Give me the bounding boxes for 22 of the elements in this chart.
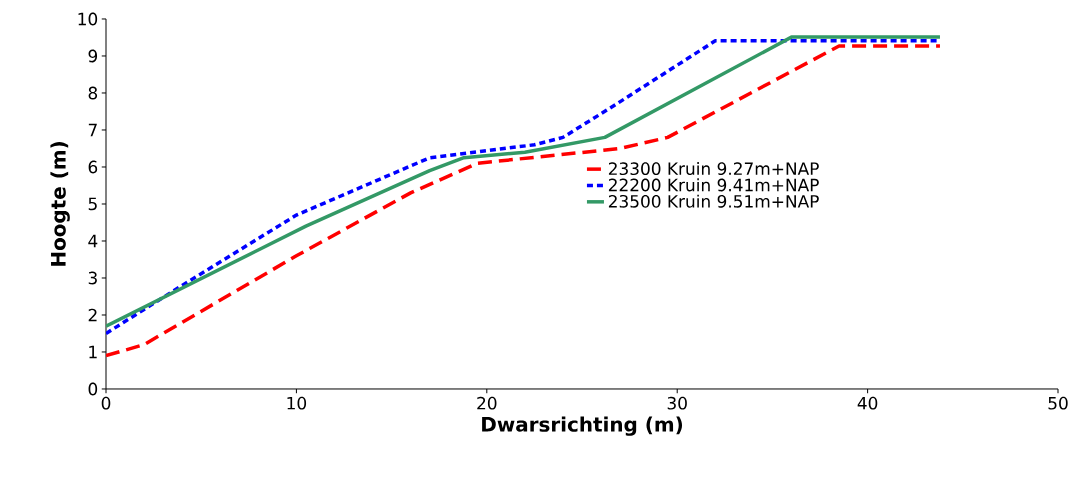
x-tick-label: 30 bbox=[667, 396, 687, 410]
x-tick-label: 0 bbox=[101, 396, 111, 410]
y-tick-label: 0 bbox=[88, 382, 98, 396]
legend-label: 22200 Kruin 9.41m+NAP bbox=[608, 178, 819, 192]
y-tick-label: 8 bbox=[88, 86, 98, 100]
y-tick-label: 3 bbox=[88, 271, 97, 285]
y-tick-label: 7 bbox=[88, 123, 97, 137]
y-tick-label: 9 bbox=[88, 49, 98, 63]
y-tick-label: 6 bbox=[88, 160, 98, 174]
x-tick-label: 50 bbox=[1048, 396, 1068, 410]
legend-label: 23500 Kruin 9.51m+NAP bbox=[608, 194, 819, 208]
y-tick-label: 10 bbox=[78, 12, 98, 26]
x-tick-label: 10 bbox=[287, 396, 307, 410]
y-tick-label: 2 bbox=[88, 308, 97, 322]
y-tick-label: 4 bbox=[88, 234, 98, 248]
legend-label: 23300 Kruin 9.27m+NAP bbox=[608, 161, 819, 176]
y-tick-label: 5 bbox=[88, 197, 97, 211]
x-tick-label: 20 bbox=[477, 396, 497, 410]
y-axis-title: Hoogte (m) bbox=[50, 142, 70, 266]
x-tick-label: 40 bbox=[857, 396, 878, 410]
x-axis-title: Dwarsrichting (m) bbox=[482, 416, 683, 436]
y-tick-label: 1 bbox=[89, 345, 97, 359]
